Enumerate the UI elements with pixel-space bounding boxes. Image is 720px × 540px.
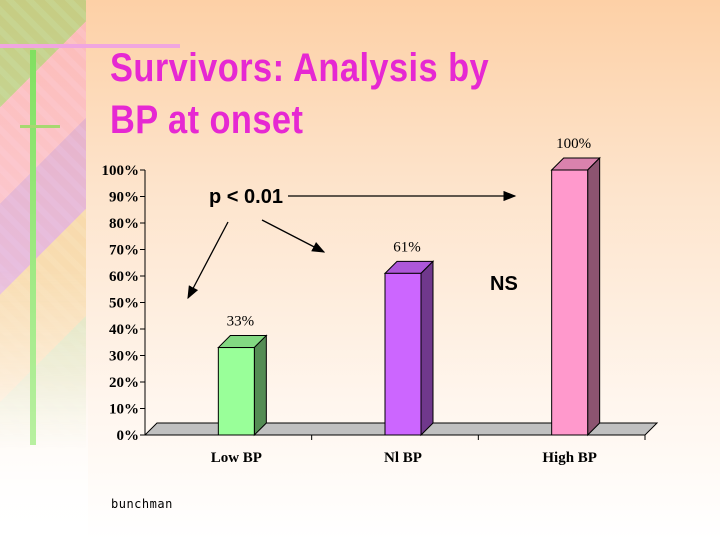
x-category-label: High BP [542,450,597,466]
y-tick-label: 30% [109,349,139,365]
annotation-p-value: p < 0.01 [209,186,283,208]
footer-author: bunchman [111,497,173,511]
y-tick-label: 90% [109,190,139,206]
decorative-bar-vertical [30,50,36,445]
x-category-label: Nl BP [384,450,422,466]
bar-0 [217,347,255,436]
y-tick-label: 50% [109,296,139,312]
x-category-label: Low BP [211,450,262,466]
decorative-bar-small [20,125,60,128]
decorative-strip [0,0,88,540]
slide-title: Survivors: Analysis by BP at onset [110,42,557,146]
arrow-to-nl-bp [261,219,326,253]
bar-side-1 [420,260,434,437]
arrow-to-low-bp [187,221,229,300]
data-label: 100% [556,136,591,152]
chart-layer: 0% 10% 20% 30% 40% 50% 60% 70% 80% 90% 100% Low BP 3… [102,136,659,466]
y-tick-label: 100% [102,163,140,179]
y-tick-label: 60% [109,269,139,285]
y-tick-label: 80% [109,216,139,232]
title-line-1: Survivors: Analysis by [110,46,490,90]
y-tick-label: 20% [109,375,139,391]
y-tick-label: 40% [109,322,139,338]
decorative-bar-horizontal [0,44,180,48]
annotation-ns: NS [490,273,518,295]
data-label: 61% [393,239,421,255]
bar-side-0 [253,334,267,437]
y-tick-label: 10% [109,402,139,418]
y-tick-label: 0% [117,428,140,444]
bar-1 [384,272,422,436]
data-label: 33% [227,314,255,330]
bar-side-2 [587,156,601,437]
bar-2 [551,169,589,436]
y-tick-label: 70% [109,243,139,259]
title-line-2: BP at onset [110,98,304,142]
